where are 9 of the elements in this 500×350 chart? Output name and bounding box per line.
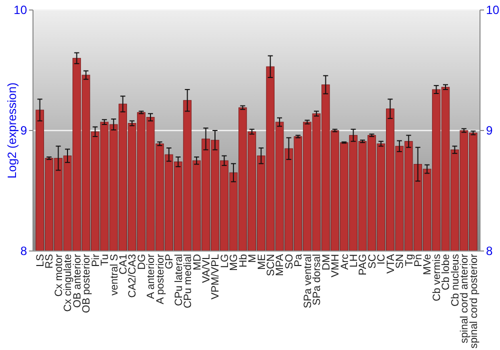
y-tick-label: 10 (14, 3, 28, 18)
y-tick-label: 9 (20, 124, 28, 138)
y-tick-label: 8 (20, 244, 28, 258)
y2-tick-label: 8 (486, 244, 493, 258)
x-tick-label: Hb (237, 254, 250, 268)
y2-tick-label: 9 (486, 124, 493, 138)
y2-tick-label: 10 (486, 3, 500, 18)
x-tick-label: GP (164, 254, 176, 270)
y-axis-title: Log2 (expression) (5, 82, 20, 179)
